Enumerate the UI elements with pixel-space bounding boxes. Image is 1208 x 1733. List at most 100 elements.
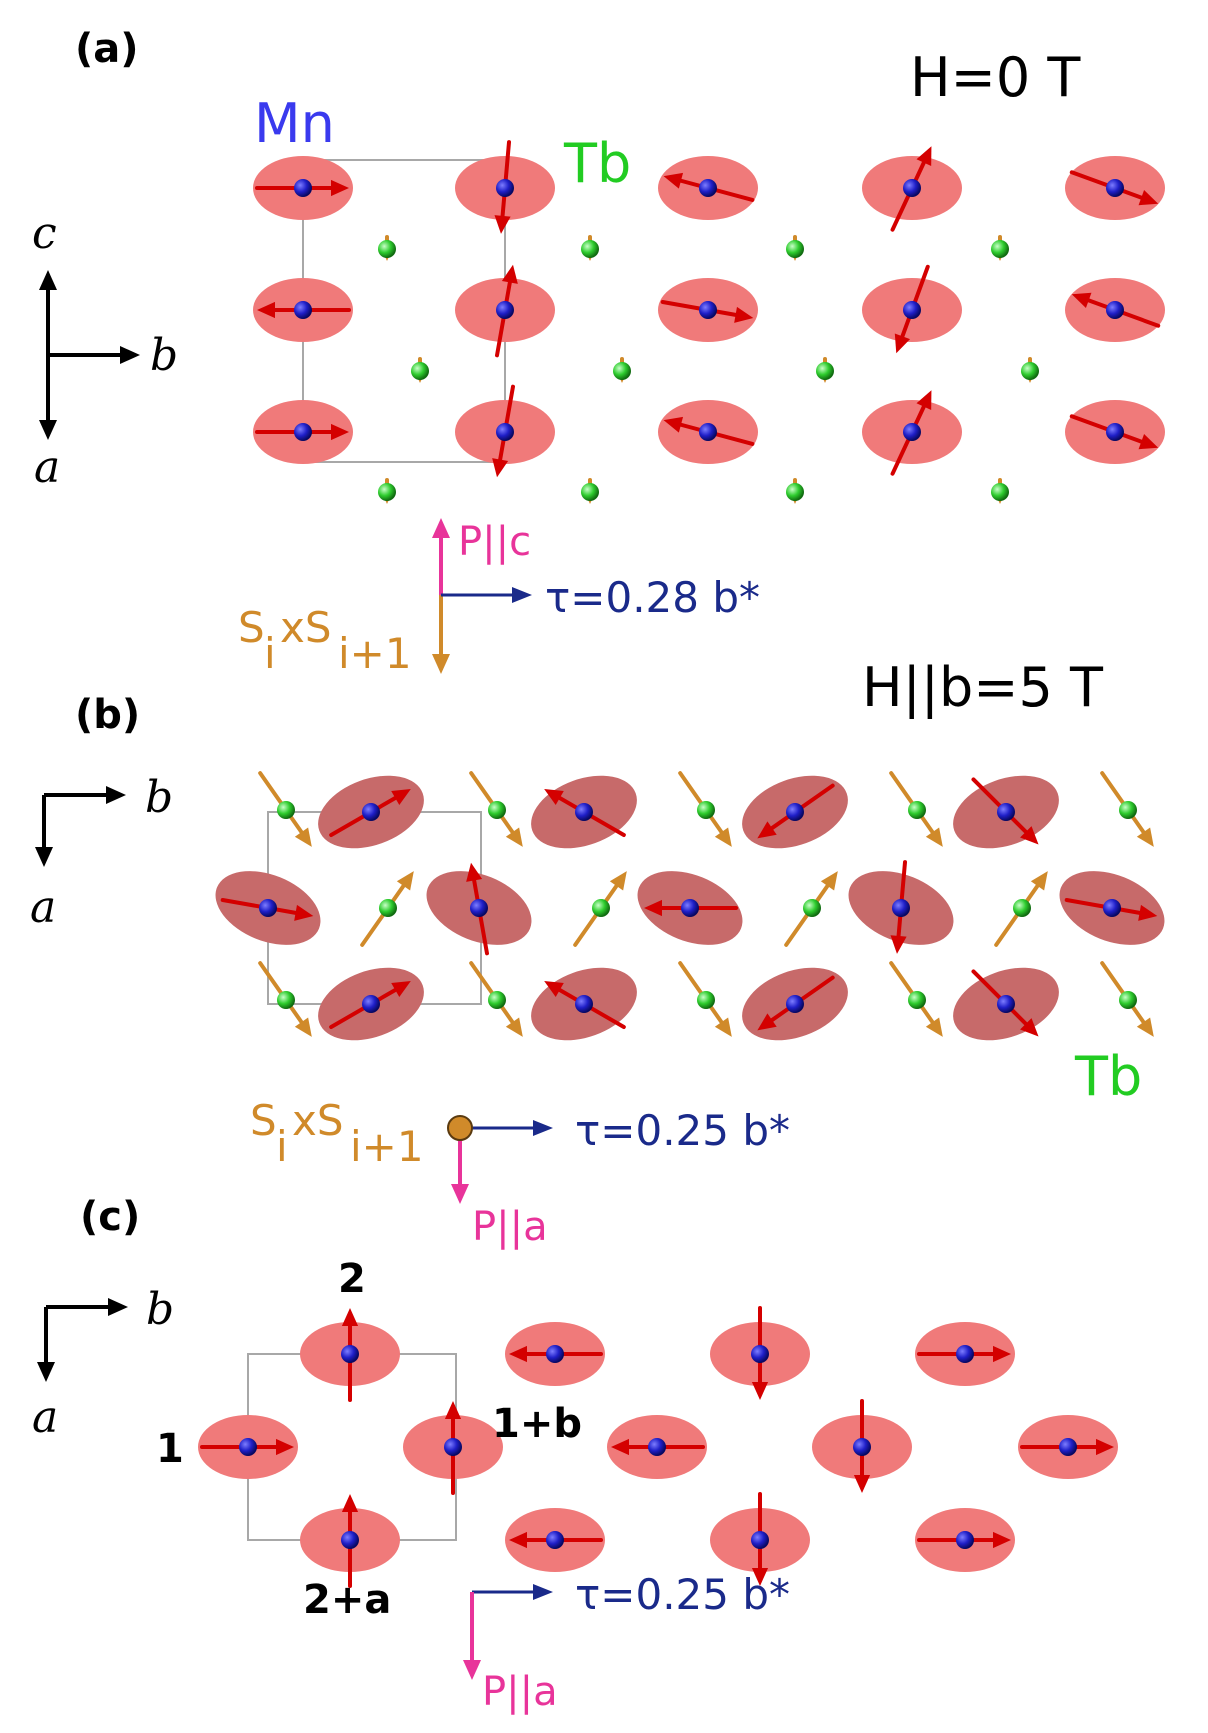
axes-a <box>39 270 140 440</box>
mn-site <box>253 156 353 220</box>
mn-atom <box>699 301 717 319</box>
mn-atom <box>496 179 514 197</box>
mn-site <box>505 1322 605 1386</box>
tb-atom <box>1119 801 1137 819</box>
mn-atom <box>294 301 312 319</box>
axes-b <box>35 786 126 867</box>
tb-site <box>573 871 627 947</box>
mn-site <box>915 1322 1015 1386</box>
mn-atom <box>997 803 1015 821</box>
mn-site <box>455 384 555 478</box>
mn-site <box>1065 400 1165 464</box>
mn-spin-arrow <box>663 416 755 446</box>
tb-atom <box>488 991 506 1009</box>
mn-site <box>862 146 962 232</box>
tb-atom <box>379 899 397 917</box>
tb-atom <box>592 899 610 917</box>
mn-site <box>215 871 321 945</box>
atoms-b <box>215 771 1165 1041</box>
chirality-a-x: xS <box>280 603 332 652</box>
tb-site <box>1021 357 1039 383</box>
mn-site <box>607 1415 707 1479</box>
chirality-a-sub1: i <box>264 629 276 678</box>
mn-site <box>253 400 353 464</box>
tb-atom <box>277 991 295 1009</box>
tb-atom <box>277 801 295 819</box>
atoms-a <box>253 140 1165 504</box>
mn-site <box>742 775 848 849</box>
tb-site <box>991 478 1009 504</box>
mn-site <box>505 1508 605 1572</box>
mn-site <box>531 967 637 1041</box>
tb-site <box>994 871 1048 947</box>
site-2-label: 2 <box>338 1256 366 1302</box>
mn-atom <box>362 995 380 1013</box>
tb-atom <box>1013 899 1031 917</box>
mn-spin-arrow <box>1069 170 1159 206</box>
mn-atom <box>341 1531 359 1549</box>
chirality-b: S i xS i+1 <box>250 1096 424 1171</box>
mn-site <box>637 871 743 945</box>
mn-site <box>710 1492 810 1586</box>
mn-spin-arrow <box>494 140 512 234</box>
tb-site <box>678 771 732 847</box>
mn-atom <box>853 1438 871 1456</box>
mn-site <box>455 140 555 234</box>
panel-c: (c) b a 1 2 1+b 2+a τ=0.25 b* P||a <box>32 1194 1118 1715</box>
tb-atom <box>991 240 1009 258</box>
axis-a-right-label: b <box>150 330 178 381</box>
polarization-c: P||a <box>482 1669 558 1715</box>
mn-atom <box>751 1531 769 1549</box>
mn-atom <box>496 423 514 441</box>
mn-site <box>198 1415 298 1479</box>
tb-atom <box>378 240 396 258</box>
mn-atom <box>1106 301 1124 319</box>
mn-site <box>742 967 848 1041</box>
mn-atom <box>648 1438 666 1456</box>
mn-atom <box>903 179 921 197</box>
mn-spin-arrow <box>663 172 755 202</box>
mn-atom <box>239 1438 257 1456</box>
mn-atom <box>496 301 514 319</box>
mn-atom <box>786 803 804 821</box>
axis-c-down-label: a <box>32 1392 58 1443</box>
propagation-a: τ=0.28 b* <box>545 573 760 622</box>
mn-atom <box>1059 1438 1077 1456</box>
tb-atom <box>378 483 396 501</box>
panel-a: (a) H=0 T Mn Tb c b a P||c τ=0.28 b* S <box>32 26 1165 678</box>
mn-spin-arrow <box>466 862 489 956</box>
mn-site <box>953 967 1059 1041</box>
tb-label-a: Tb <box>563 132 631 195</box>
mn-site <box>455 264 555 358</box>
mn-atom <box>903 423 921 441</box>
mn-site <box>1059 871 1165 945</box>
tb-site <box>581 478 599 504</box>
mn-site <box>812 1399 912 1493</box>
vectors-a <box>432 518 532 674</box>
mn-atom <box>956 1531 974 1549</box>
tb-site <box>258 961 312 1037</box>
panel-a-label: (a) <box>75 26 139 72</box>
propagation-c: τ=0.25 b* <box>575 1570 790 1619</box>
chirality-a-S: S <box>238 603 265 652</box>
tb-site <box>378 235 396 261</box>
tb-atom <box>1021 362 1039 380</box>
mn-spin-arrow <box>1064 898 1158 921</box>
mn-atom <box>294 423 312 441</box>
tb-atom <box>908 801 926 819</box>
vectors-c <box>463 1584 553 1680</box>
tb-site <box>378 478 396 504</box>
mn-atom <box>341 1345 359 1363</box>
chirality-a: S i xS i+1 <box>238 603 412 678</box>
chirality-b-x: xS <box>292 1096 344 1145</box>
mn-site <box>1018 1415 1118 1479</box>
mn-atom <box>1106 423 1124 441</box>
tb-site <box>889 771 943 847</box>
mn-atom <box>294 179 312 197</box>
mn-atom <box>444 1438 462 1456</box>
tb-site <box>411 357 429 383</box>
mn-atom <box>546 1531 564 1549</box>
mn-site <box>531 775 637 849</box>
tb-site <box>991 235 1009 261</box>
panel-c-label: (c) <box>80 1194 140 1240</box>
